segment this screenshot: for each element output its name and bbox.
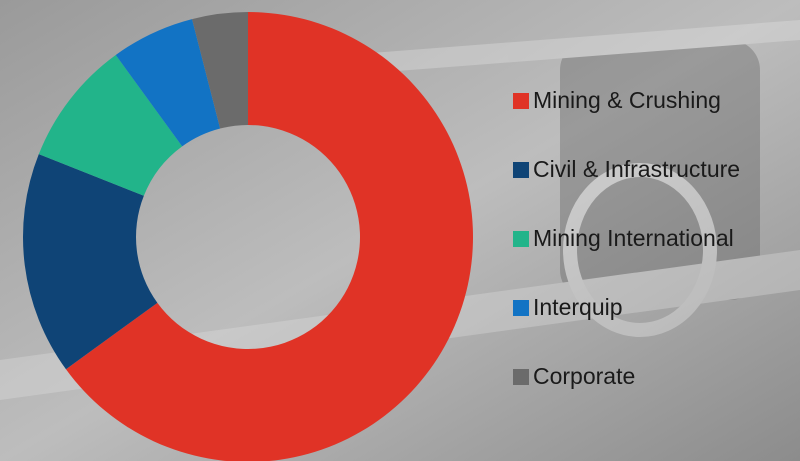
chart: Mining & Crushing Civil & Infrastructure M…: [0, 0, 800, 461]
legend-label: Civil & Infrastructure: [533, 156, 740, 182]
legend-label: Mining & Crushing: [533, 87, 721, 113]
legend-marker: [513, 300, 529, 316]
legend-marker: [513, 231, 529, 247]
legend-label: Corporate: [533, 363, 635, 389]
legend-marker: [513, 162, 529, 178]
legend-label: Mining International: [533, 225, 734, 251]
legend-label: Interquip: [533, 294, 623, 320]
legend-marker: [513, 369, 529, 385]
legend-marker: [513, 93, 529, 109]
